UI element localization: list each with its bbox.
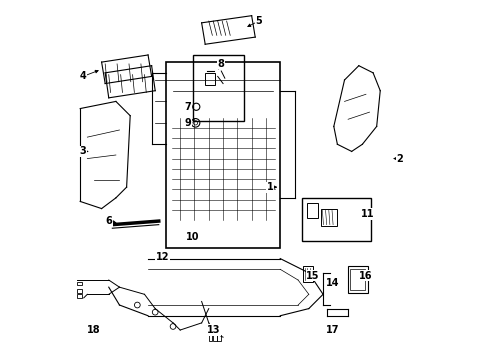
Bar bbox=[213, 336, 216, 341]
Bar bbox=[205, 73, 215, 85]
Text: 1: 1 bbox=[266, 182, 273, 192]
Text: 4: 4 bbox=[80, 71, 86, 81]
Text: 16: 16 bbox=[359, 271, 372, 281]
Text: 15: 15 bbox=[305, 271, 319, 281]
Bar bbox=[303, 266, 313, 282]
Bar bbox=[217, 336, 221, 341]
Text: 5: 5 bbox=[255, 16, 262, 26]
Text: 10: 10 bbox=[185, 232, 199, 242]
Bar bbox=[347, 266, 367, 293]
Text: 18: 18 bbox=[87, 325, 101, 335]
Bar bbox=[77, 294, 82, 298]
Text: 13: 13 bbox=[207, 325, 221, 335]
Text: 6: 6 bbox=[105, 216, 112, 226]
Bar bbox=[208, 336, 212, 341]
Bar bbox=[306, 203, 317, 217]
Text: 14: 14 bbox=[325, 278, 339, 288]
Text: 8: 8 bbox=[217, 59, 224, 69]
Bar bbox=[77, 282, 82, 285]
Bar bbox=[192, 55, 244, 121]
Text: 9: 9 bbox=[184, 118, 191, 128]
Bar bbox=[77, 289, 82, 293]
Bar bbox=[349, 269, 365, 290]
Text: 3: 3 bbox=[80, 147, 86, 157]
Text: 2: 2 bbox=[396, 154, 403, 163]
Text: 17: 17 bbox=[325, 325, 339, 335]
Bar bbox=[165, 62, 280, 248]
Text: 7: 7 bbox=[183, 102, 190, 112]
Bar bbox=[301, 198, 370, 241]
Text: 11: 11 bbox=[360, 209, 374, 219]
Bar bbox=[321, 208, 337, 226]
Text: 12: 12 bbox=[155, 252, 169, 262]
